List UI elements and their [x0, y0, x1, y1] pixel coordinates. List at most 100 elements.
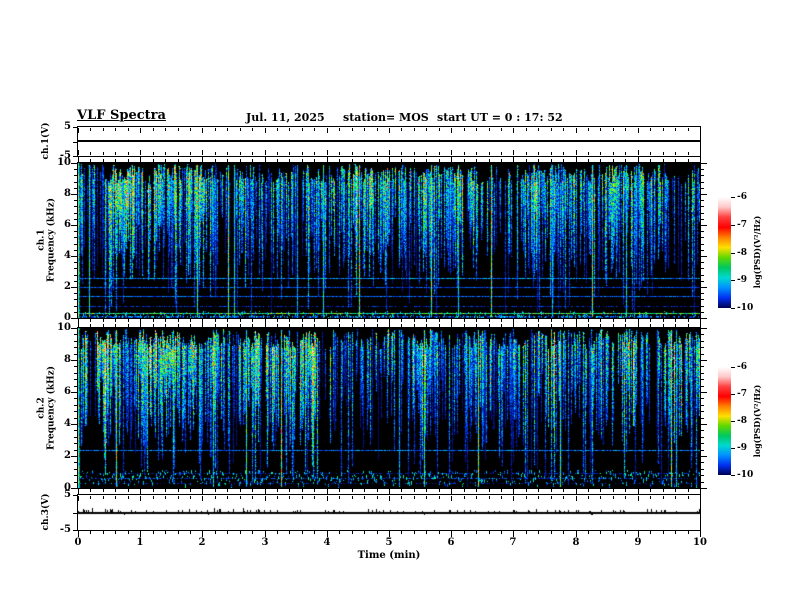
time-tick [302, 159, 303, 162]
time-tick [115, 128, 116, 131]
colorbar-tick-label: -6 [737, 362, 747, 372]
time-tick [588, 496, 589, 499]
volt-tick-label: 5 [64, 121, 71, 132]
time-tick [165, 489, 166, 492]
volt-tick [73, 513, 77, 514]
freq-tick [701, 450, 704, 451]
time-tick [289, 159, 290, 162]
freq-tick [701, 318, 707, 319]
freq-tick [701, 206, 704, 207]
time-tick [563, 152, 564, 155]
freq-tick [74, 469, 77, 470]
time-tick [613, 319, 614, 322]
time-tick [501, 152, 502, 155]
time-tick [202, 157, 203, 162]
time-tick [613, 324, 614, 327]
time-tick [78, 157, 79, 162]
freq-tick [74, 347, 77, 348]
time-tick [513, 489, 514, 494]
time-tick [426, 128, 427, 131]
time-tick [489, 159, 490, 162]
freq-tick [701, 430, 704, 431]
time-tick [202, 496, 203, 501]
time-tick [128, 530, 129, 534]
freq-tick [71, 456, 77, 457]
time-tick [277, 159, 278, 162]
time-tick [538, 128, 539, 131]
time-tick [78, 128, 79, 133]
time-tick [439, 496, 440, 499]
time-tick [439, 152, 440, 155]
plot-date: Jul. 11, 2025 [246, 111, 325, 124]
time-tick [675, 496, 676, 499]
time-tick [526, 152, 527, 155]
freq-tick-label: 8 [64, 188, 71, 199]
time-tick [377, 324, 378, 327]
time-tick [650, 152, 651, 155]
time-tick [663, 324, 664, 327]
time-tick [252, 128, 253, 131]
time-tick [451, 496, 452, 501]
time-tick [675, 128, 676, 131]
time-tick [489, 324, 490, 327]
colorbar-tick-label: -9 [737, 443, 747, 453]
time-tick [538, 489, 539, 492]
freq-tick [74, 262, 77, 263]
time-tick [650, 489, 651, 492]
colorbar-tick [731, 280, 735, 281]
freq-tick [701, 213, 704, 214]
freq-tick [71, 256, 77, 257]
freq-tick [701, 334, 704, 335]
time-tick [339, 319, 340, 322]
ch1-frequency-axis-label: ch.1 Frequency (kHz) [37, 198, 58, 282]
colorbar-tick-label: -7 [737, 220, 747, 230]
time-tick-label: 6 [447, 537, 455, 548]
time-tick [240, 530, 241, 534]
freq-tick [701, 366, 704, 367]
time-tick [489, 152, 490, 155]
time-tick [215, 152, 216, 155]
freq-tick [701, 405, 704, 406]
freq-tick [74, 418, 77, 419]
time-tick [675, 152, 676, 155]
time-tick [675, 489, 676, 492]
freq-tick [74, 373, 77, 374]
freq-tick-label: 10 [57, 322, 71, 333]
ch2-spectrogram-canvas [77, 327, 701, 489]
time-tick [489, 530, 490, 534]
time-tick [513, 530, 514, 537]
time-tick [128, 324, 129, 327]
colorbar-tick [731, 253, 735, 254]
time-tick [439, 324, 440, 327]
time-tick [439, 128, 440, 131]
time-tick [688, 530, 689, 534]
time-tick [252, 159, 253, 162]
time-tick [526, 489, 527, 492]
time-tick [700, 150, 701, 155]
freq-tick [701, 482, 704, 483]
volt-tick-label: -5 [59, 524, 71, 535]
time-tick [364, 489, 365, 492]
freq-tick [71, 424, 77, 425]
time-tick [90, 152, 91, 155]
time-tick [513, 150, 514, 155]
volt-tick-label: 5 [64, 489, 71, 500]
time-tick [401, 489, 402, 492]
time-tick [600, 128, 601, 131]
colorbar-tick [731, 367, 735, 368]
time-tick [314, 489, 315, 492]
colorbar-tick [731, 308, 735, 309]
colorbar-ch2 [718, 367, 731, 475]
time-tick [663, 530, 664, 534]
time-tick [476, 159, 477, 162]
time-tick [140, 322, 141, 327]
freq-tick [701, 293, 704, 294]
time-tick [538, 159, 539, 162]
time-tick [302, 319, 303, 322]
freq-tick [74, 354, 77, 355]
time-tick [178, 324, 179, 327]
time-tick [352, 496, 353, 499]
colorbar-tick [731, 394, 735, 395]
freq-tick [701, 347, 704, 348]
